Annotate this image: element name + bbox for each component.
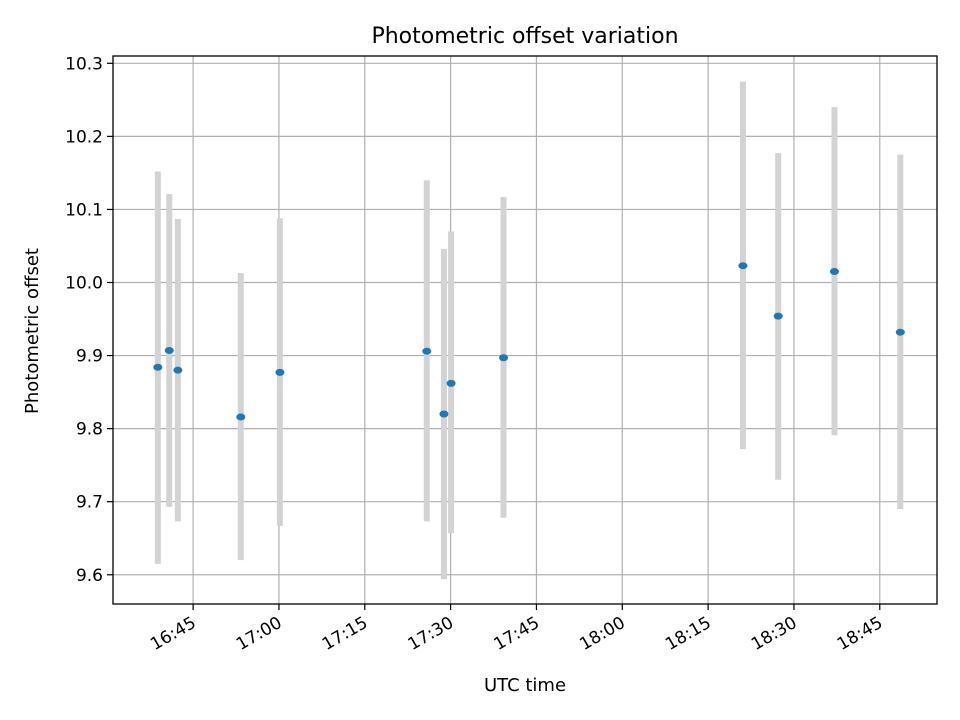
data-point [738, 262, 748, 270]
y-tick-label: 9.7 [76, 493, 103, 513]
data-point [829, 268, 839, 276]
y-tick-label: 9.8 [76, 420, 103, 440]
y-tick-label: 9.6 [76, 566, 103, 586]
chart-title: Photometric offset variation [371, 24, 678, 49]
data-point [422, 347, 432, 355]
data-point [895, 328, 905, 336]
y-tick-label: 10.0 [65, 274, 103, 294]
y-axis-label: Photometric offset [22, 248, 43, 414]
y-axis-ticks: 9.6 9.7 9.8 9.9 10.0 10.1 10.2 10.3 [65, 54, 113, 586]
data-points [153, 262, 905, 421]
data-point [173, 366, 183, 374]
y-tick-label: 10.1 [65, 200, 103, 220]
data-point [773, 312, 783, 320]
data-point [446, 379, 456, 387]
x-axis-label: UTC time [484, 675, 566, 696]
data-point [236, 413, 246, 421]
data-point [499, 354, 509, 362]
data-point [275, 368, 285, 376]
plot-frame [112, 55, 938, 605]
y-tick-label: 10.3 [65, 54, 103, 74]
grid-lines [113, 56, 937, 604]
data-point [439, 410, 449, 418]
y-tick-label: 9.9 [76, 347, 103, 367]
y-tick-label: 10.2 [65, 127, 103, 147]
data-point [153, 363, 163, 371]
data-point [164, 346, 174, 354]
